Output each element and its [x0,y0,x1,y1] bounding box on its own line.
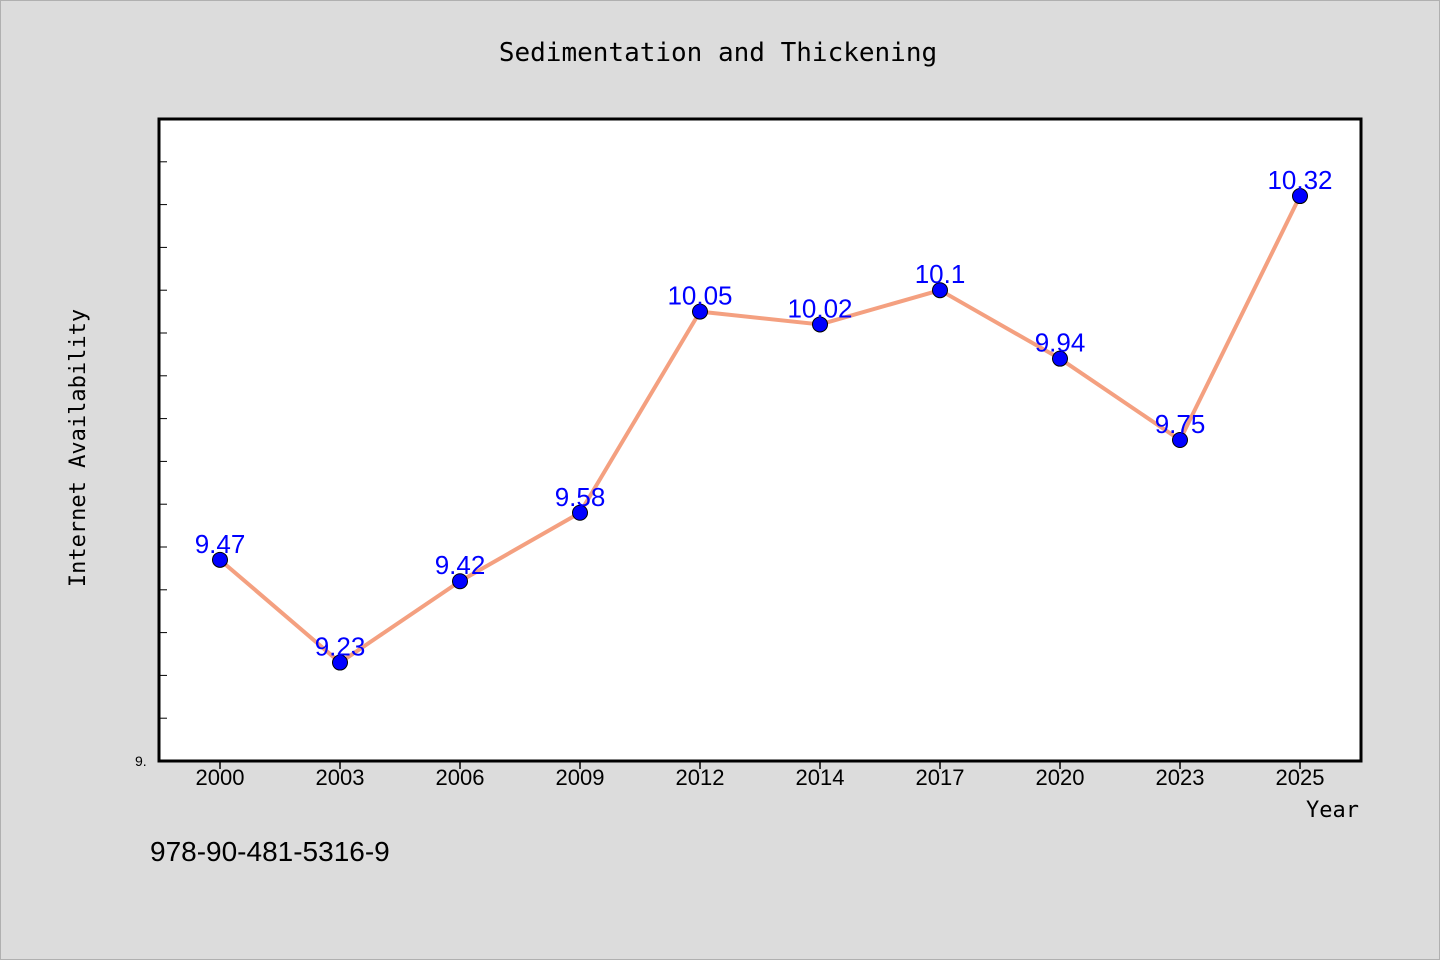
x-tick-label: 2009 [556,765,605,790]
plot-area [157,117,1363,763]
data-label: 9.23 [315,632,366,662]
data-label: 9.58 [555,482,606,512]
data-label: 10.32 [1267,165,1332,195]
data-label: 10.1 [915,259,966,289]
data-point [812,316,828,333]
data-point [212,551,228,568]
data-point [452,573,468,590]
x-tick-label: 2014 [796,765,845,790]
data-point [932,282,948,299]
series-layer: 9.47 9.23 9.42 9.58 10.05 10.02 10.1 9.94 9.75 10… [195,165,1333,671]
x-tick-label: 2025 [1276,765,1325,790]
data-point [332,654,348,671]
x-tick-label: 2000 [196,765,245,790]
x-axis-label: Year [1306,798,1359,823]
chart-title: Sedimentation and Thickening [499,38,937,68]
y-axis-ticks [159,161,167,719]
data-label: 9.94 [1035,328,1086,358]
x-tick-label: 2017 [916,765,965,790]
x-tick-label: 2006 [436,765,485,790]
isbn-code: 978-90-481-5316-9 [150,836,390,867]
x-tick-label: 2023 [1156,765,1205,790]
data-point [572,504,588,521]
y-axis-label: Internet Availability [66,309,91,587]
data-label: 10.02 [787,293,852,323]
x-tick-label: 2003 [316,765,365,790]
data-point [692,303,708,320]
data-point [1172,432,1188,448]
data-point [1292,188,1308,205]
data-label: 9.75 [1155,409,1206,439]
data-point [1052,350,1068,367]
series-line [218,194,1302,665]
x-tick-label: 2012 [676,765,725,790]
data-label: 9.47 [195,529,246,559]
data-label: 9.42 [435,550,486,580]
data-label: 10.05 [667,281,732,311]
x-tick-label: 2020 [1036,765,1085,790]
y-origin-tick-label: 9. [135,753,147,769]
x-axis-tick-labels: 2000 2003 2006 2009 2012 2014 2017 2020 2023 2025 [196,765,1325,790]
x-axis-ticks [219,761,1301,769]
